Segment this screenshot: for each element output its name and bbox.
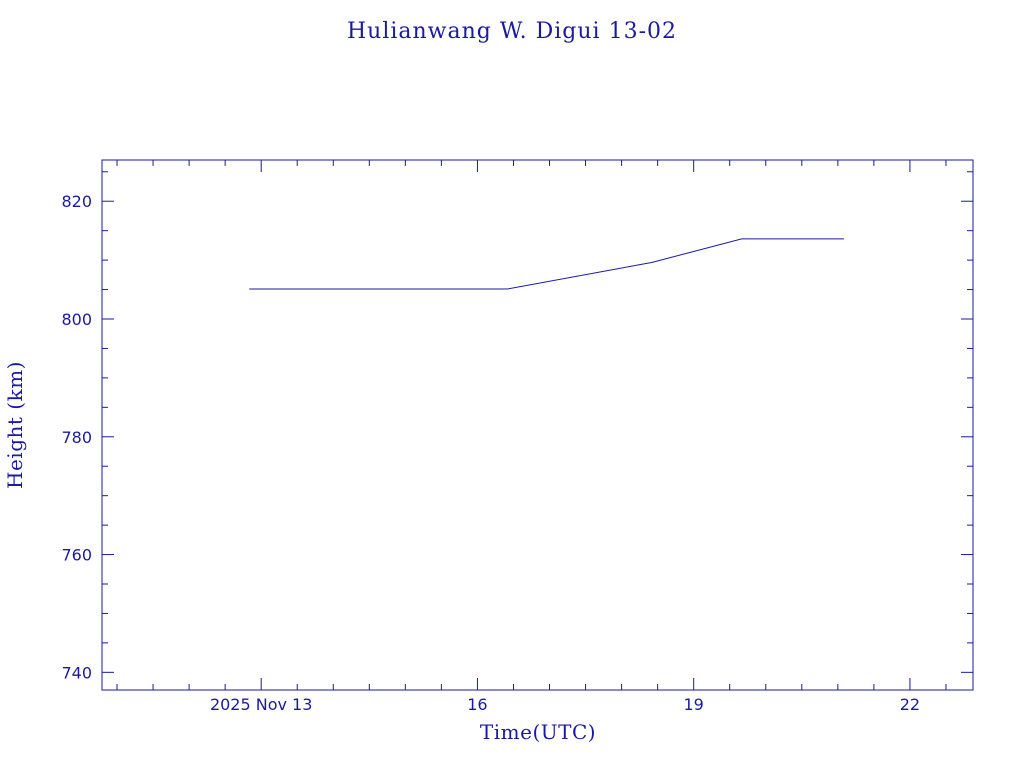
- y-tick-label: 800: [61, 310, 92, 329]
- y-axis-label: Height (km): [3, 361, 27, 489]
- x-tick-label: 19: [683, 695, 703, 714]
- x-tick-label: 16: [467, 695, 487, 714]
- axis-tick-labels: 2025 Nov 13 16 19 22 740 760 780 800 820: [61, 192, 920, 714]
- x-axis-label: Time(UTC): [480, 720, 596, 744]
- height-series-line: [249, 238, 844, 290]
- axis-ticks: [102, 160, 973, 690]
- y-tick-label: 740: [61, 663, 92, 682]
- y-tick-label: 760: [61, 546, 92, 565]
- chart-title: Hulianwang W. Digui 13-02: [347, 19, 677, 44]
- x-tick-label: 2025 Nov 13: [210, 695, 312, 714]
- series-layer: [249, 238, 844, 290]
- plot-frame: [101, 159, 974, 691]
- y-tick-label: 820: [61, 192, 92, 211]
- x-tick-label: 22: [900, 695, 920, 714]
- y-tick-label: 780: [61, 428, 92, 447]
